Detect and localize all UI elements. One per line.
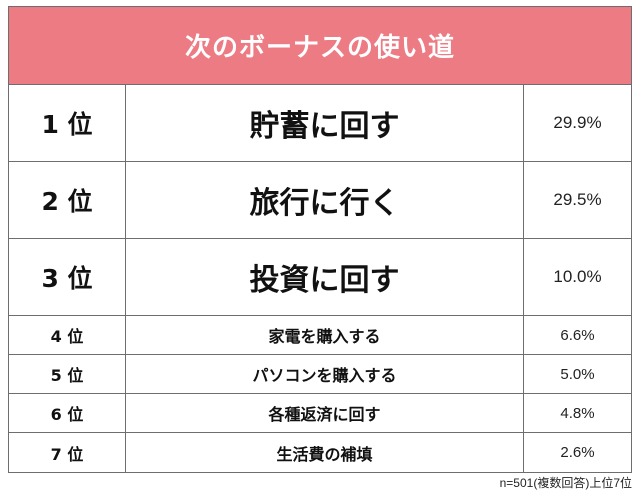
sample-size-footnote: n=501(複数回答)上位7位 <box>499 476 632 490</box>
table-row-rank-4: 4 位 家電を購入する 6.6% <box>9 316 631 355</box>
rank-cell: 7 位 <box>9 433 126 472</box>
percent-cell: 29.5% <box>553 190 602 209</box>
table-row-rank-5: 5 位 パソコンを購入する 5.0% <box>9 355 631 394</box>
rank-cell: 5 位 <box>9 355 126 393</box>
rank-cell: 3 位 <box>9 239 126 315</box>
percent-cell: 29.9% <box>553 113 602 132</box>
item-cell: パソコンを購入する <box>126 355 524 393</box>
percent-cell: 6.6% <box>560 326 595 344</box>
table-row-rank-3: 3 位 投資に回す 10.0% <box>9 239 631 316</box>
ranking-table: 次のボーナスの使い道 1 位 貯蓄に回す 29.9% 2 位 旅行に行く 29.… <box>8 6 632 473</box>
percent-cell: 10.0% <box>553 267 602 286</box>
rank-cell: 6 位 <box>9 394 126 432</box>
table-title: 次のボーナスの使い道 <box>184 33 455 63</box>
item-cell: 貯蓄に回す <box>126 85 524 161</box>
item-cell: 家電を購入する <box>126 316 524 354</box>
item-cell: 生活費の補填 <box>126 433 524 472</box>
item-cell: 旅行に行く <box>126 162 524 238</box>
rank-cell: 4 位 <box>9 316 126 354</box>
rank-cell: 1 位 <box>9 85 126 161</box>
item-cell: 投資に回す <box>126 239 524 315</box>
table-row-rank-2: 2 位 旅行に行く 29.5% <box>9 162 631 239</box>
table-row-rank-7: 7 位 生活費の補填 2.6% <box>9 433 631 472</box>
table-row-rank-1: 1 位 貯蓄に回す 29.9% <box>9 85 631 162</box>
percent-cell: 5.0% <box>560 365 595 383</box>
item-cell: 各種返済に回す <box>126 394 524 432</box>
rank-cell: 2 位 <box>9 162 126 238</box>
table-row-rank-6: 6 位 各種返済に回す 4.8% <box>9 394 631 433</box>
table-header: 次のボーナスの使い道 <box>9 7 631 85</box>
percent-cell: 2.6% <box>560 444 595 461</box>
percent-cell: 4.8% <box>560 404 595 422</box>
